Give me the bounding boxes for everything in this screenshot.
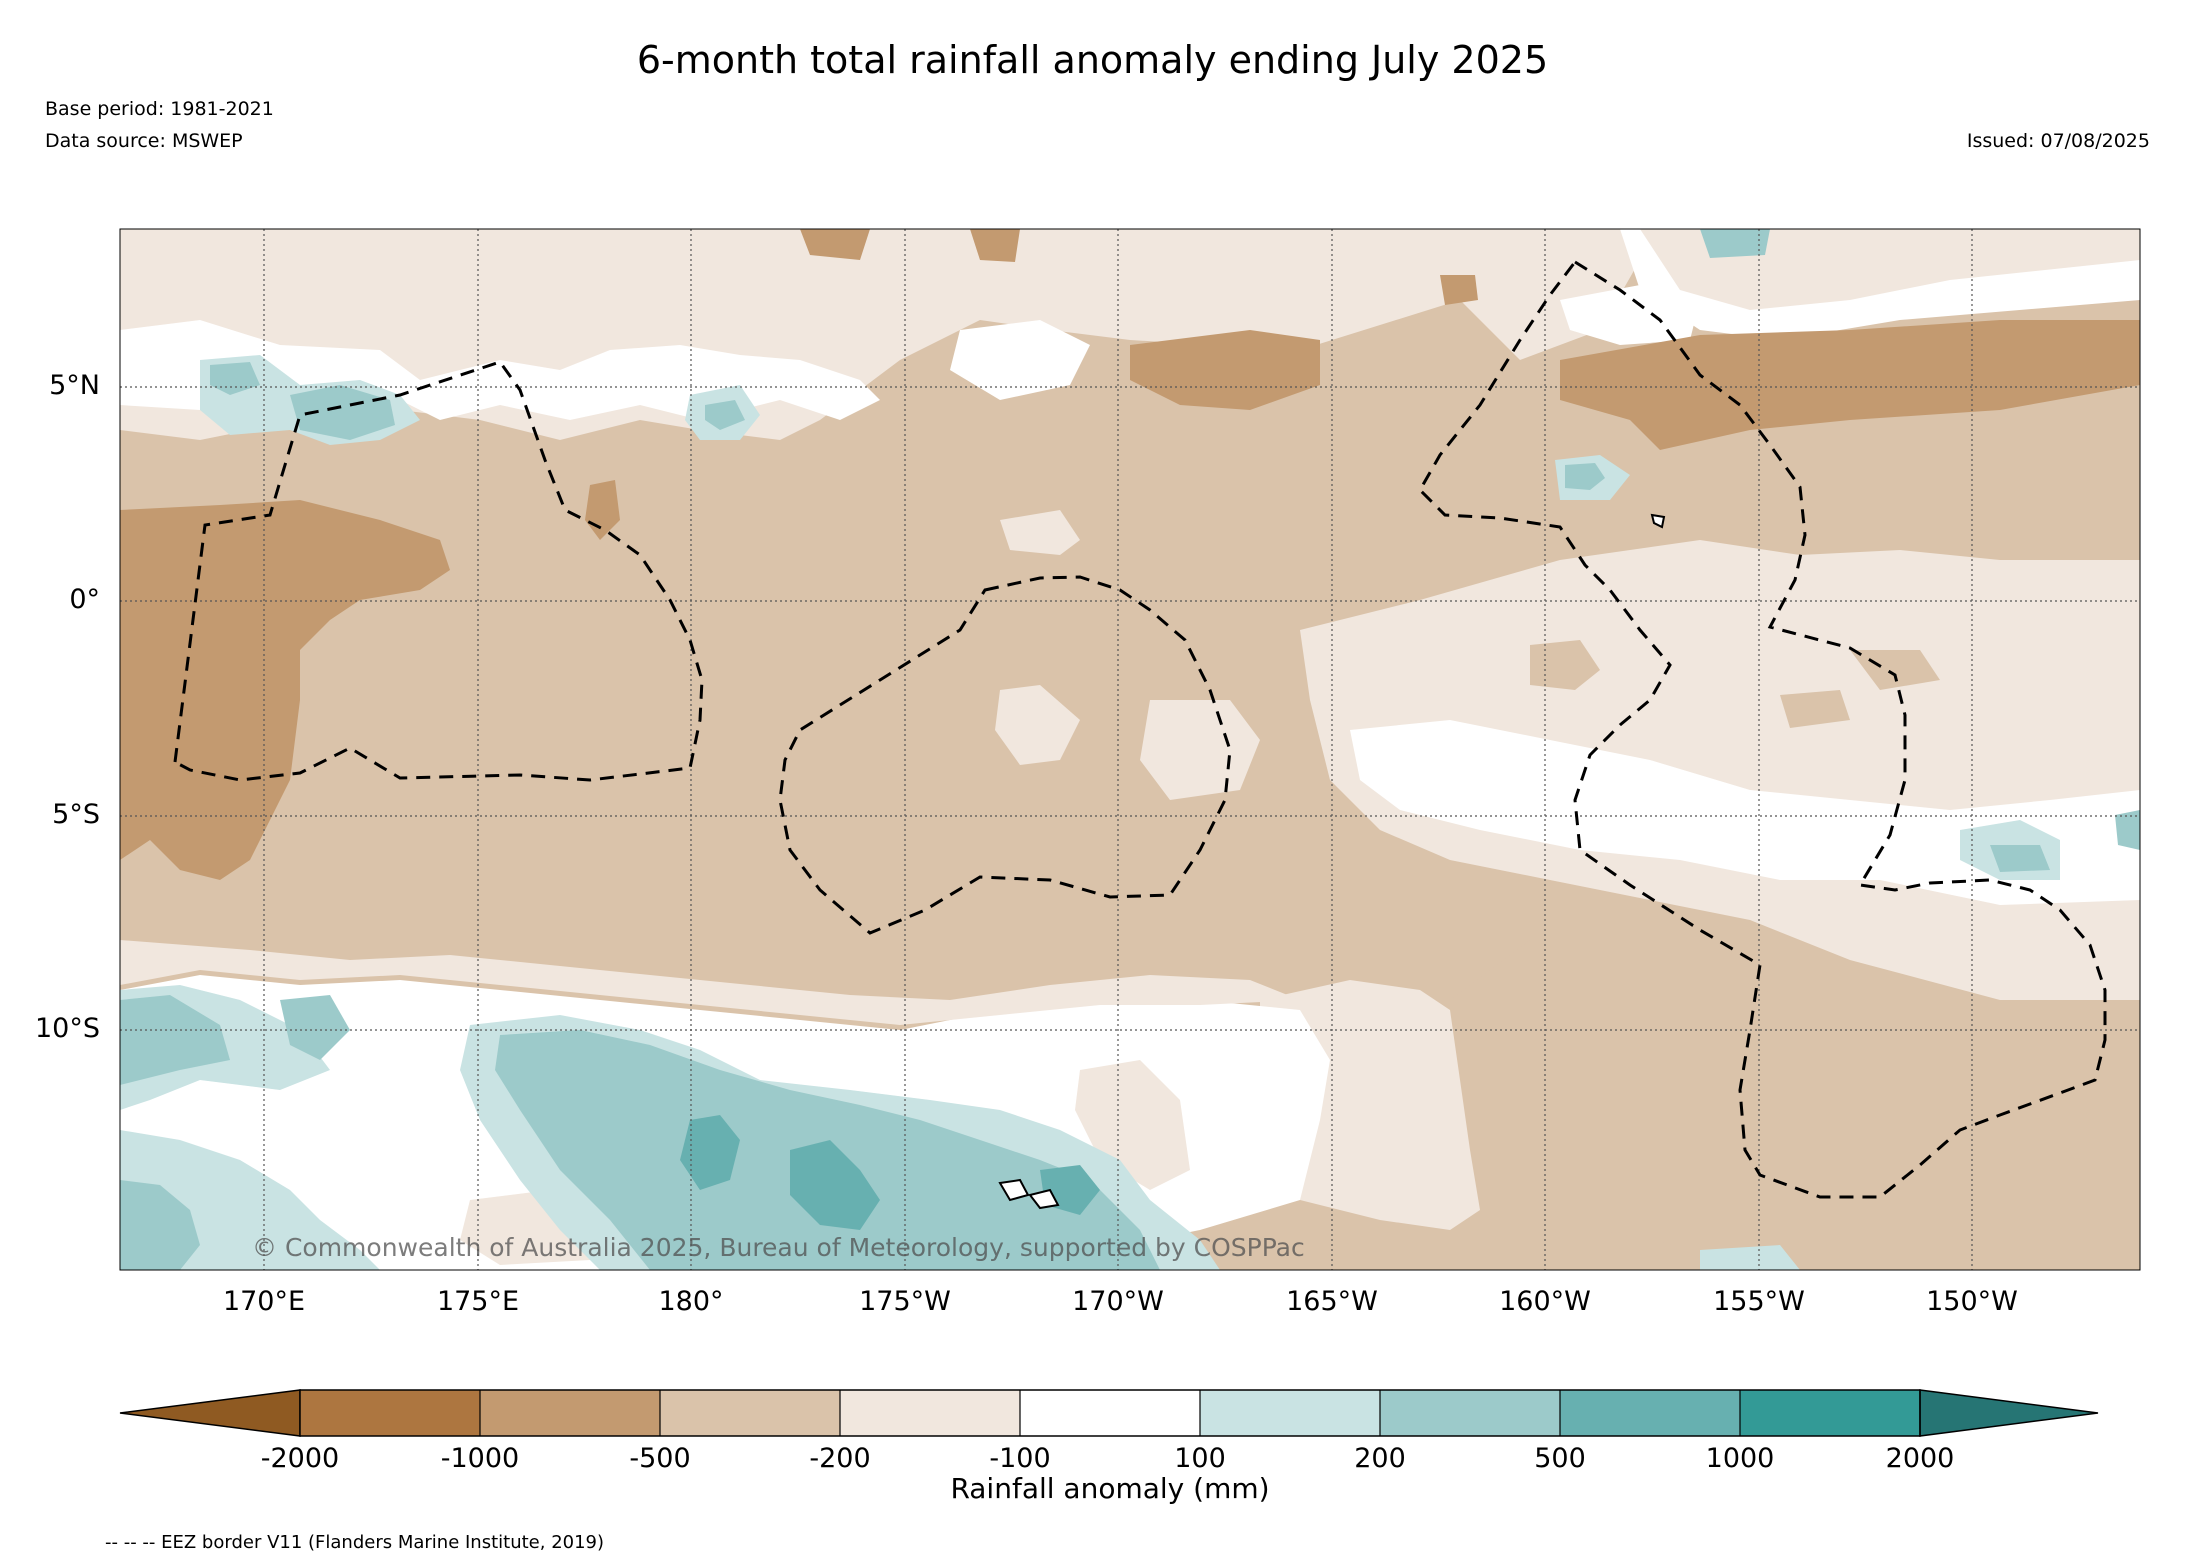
map-title: 6-month total rainfall anomaly ending Ju… [636, 38, 1549, 82]
lon-label-150w: 150°W [1926, 1286, 2018, 1317]
colorbar-extend-low [119, 1389, 301, 1437]
lon-label-165w: 165°W [1286, 1286, 1378, 1317]
eez-borders [173, 260, 2107, 1199]
anomaly-region-dry-east-patch-2 [1780, 690, 1850, 728]
colorbar-tick-4: -200 [809, 1443, 871, 1474]
eez-border-line-islands [1418, 260, 2107, 1199]
colorbar-bin-3 [660, 1390, 840, 1436]
island-2 [1028, 1188, 1060, 1210]
colorbar-bin-9 [1740, 1390, 1920, 1436]
lat-label-10s: 10°S [35, 1013, 100, 1044]
map-field [120, 229, 2140, 1270]
island-1 [998, 1178, 1030, 1202]
colorbar-tick-7: 200 [1354, 1443, 1406, 1474]
copyright-notice: © Commonwealth of Australia 2025, Bureau… [252, 1233, 1305, 1262]
anomaly-region-dry-east-patch [1530, 640, 1600, 690]
base-period: Base period: 1981-2021 [45, 98, 274, 120]
anomaly-region-dry-n-small [800, 229, 870, 260]
anomaly-region-wet-n-2 [705, 400, 745, 430]
anomaly-region-light-center [995, 685, 1080, 765]
anomaly-region-dry-southeast [1450, 920, 2140, 1270]
anomaly-region-dry-band-ne [1560, 320, 2140, 450]
anomaly-region-dry-n-small-3 [1440, 275, 1478, 305]
colorbar-extend-high [1919, 1389, 2099, 1437]
anomaly-region-wet-southwest-mid [120, 1180, 200, 1270]
anomaly-region-dry-n-small-2 [970, 229, 1020, 262]
islands [998, 513, 1666, 1210]
colorbar-tick-5: -100 [989, 1443, 1051, 1474]
colorbar-bin-6 [1200, 1390, 1380, 1436]
graticule [120, 229, 2140, 1270]
map-frame [119, 228, 2141, 1271]
issued-date: Issued: 07/08/2025 [1966, 130, 2150, 152]
lon-label-180: 180° [658, 1286, 724, 1317]
colorbar [119, 1389, 2099, 1437]
lon-label-170w: 170°W [1072, 1286, 1164, 1317]
colorbar-bin-1 [300, 1390, 480, 1436]
anomaly-region-wet-south-core [680, 1115, 740, 1190]
island-3 [1650, 513, 1666, 529]
anomaly-region-light-center-2 [1000, 510, 1080, 555]
eez-border-kiribati-phoenix [778, 575, 1232, 935]
colorbar-bin-2 [480, 1390, 660, 1436]
anomaly-region-dry-west [120, 500, 450, 880]
anomaly-region-wet-east-3 [2115, 810, 2140, 850]
lon-label-175w: 175°W [859, 1286, 951, 1317]
lon-label-155w: 155°W [1713, 1286, 1805, 1317]
colorbar-dividers [479, 1390, 1741, 1436]
colorbar-tick-8: 500 [1534, 1443, 1586, 1474]
colorbar-outline [299, 1389, 1921, 1437]
lon-label-175e: 175°E [436, 1286, 520, 1317]
anomaly-region-wet-east-2 [1990, 845, 2050, 872]
lat-label-5s: 5°S [52, 799, 100, 830]
anomaly-region-light-mid [1140, 700, 1260, 800]
anomaly-region-white-east [1350, 720, 2140, 905]
colorbar-tick-1: -2000 [260, 1443, 340, 1474]
anomaly-region-light-south [120, 940, 1300, 1025]
lat-label-0: 0° [69, 584, 100, 615]
anomaly-region-wet-nw-3 [290, 385, 395, 440]
anomaly-region-wet-ne-3 [1565, 463, 1605, 490]
colorbar-tick-6: 100 [1174, 1443, 1226, 1474]
anomaly-region-dry-band-n [1130, 330, 1320, 410]
data-source: Data source: MSWEP [45, 130, 243, 152]
colorbar-bin-7 [1380, 1390, 1560, 1436]
anomaly-region-wet-southwest-2 [280, 995, 350, 1060]
colorbar-tick-10: 2000 [1885, 1443, 1955, 1474]
lon-label-160w: 160°W [1499, 1286, 1591, 1317]
lat-label-5n: 5°N [49, 370, 100, 401]
lon-label-170e: 170°E [222, 1286, 306, 1317]
anomaly-region-wet-nw-2 [210, 362, 260, 395]
anomaly-region-wet-south-mid [120, 995, 230, 1085]
eez-legend-note: -- -- -- EEZ border V11 (Flanders Marine… [105, 1532, 605, 1553]
colorbar-bin-5 [1020, 1390, 1200, 1436]
colorbar-tick-9: 1000 [1705, 1443, 1775, 1474]
anomaly-region-wet-ne [1700, 229, 1770, 258]
anomaly-region-north-white-2 [950, 320, 1090, 400]
anomaly-region-wet-south-core-2 [790, 1140, 880, 1230]
anomaly-region-dry-southeast-edge [1700, 1245, 1800, 1270]
eez-border-kiribati-gilbert [173, 360, 704, 782]
colorbar-tick-3: -500 [629, 1443, 691, 1474]
colorbar-bin-4 [840, 1390, 1020, 1436]
colorbar-bin-8 [1560, 1390, 1740, 1436]
colorbar-tick-2: -1000 [440, 1443, 520, 1474]
colorbar-title: Rainfall anomaly (mm) [950, 1472, 1270, 1505]
